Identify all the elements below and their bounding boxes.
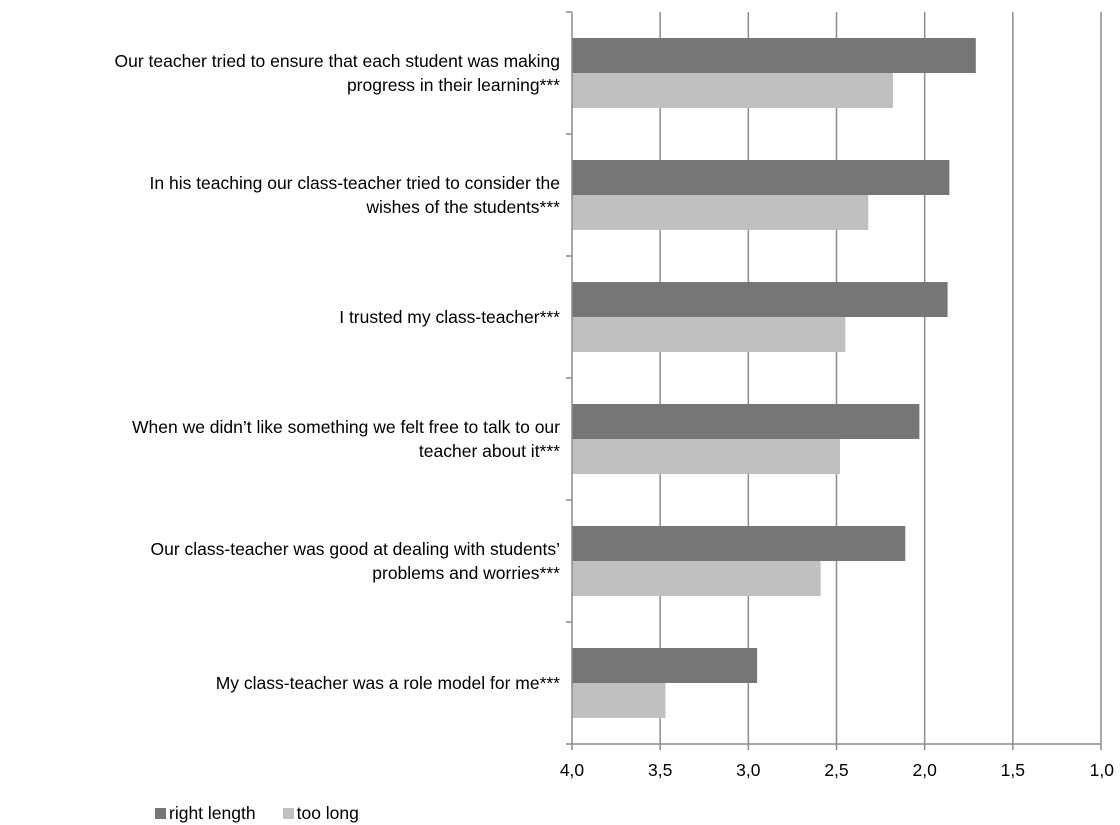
bar-too-long: [572, 317, 846, 352]
bars: [572, 38, 976, 718]
legend-label: right length: [169, 803, 256, 823]
category-label-line: Our teacher tried to ensure that each st…: [114, 51, 560, 71]
x-tick-label: 4,0: [560, 760, 585, 780]
legend: right length too long: [155, 803, 386, 824]
category-label: In his teaching our class-teacher tried …: [0, 171, 561, 219]
x-tick-label: 3,0: [736, 760, 761, 780]
x-tick-labels: 4,0 3,5 3,0 2,5 2,0 1,5 1,0: [560, 760, 1114, 780]
legend-item-right-length: right length: [155, 803, 256, 824]
bar-too-long: [572, 561, 821, 596]
category-label-line: teacher about it***: [418, 441, 560, 461]
category-label: My class-teacher was a role model for me…: [0, 671, 560, 695]
bar-right-length: [572, 160, 950, 195]
bar-right-length: [572, 282, 948, 317]
category-label: Our class-teacher was good at dealing wi…: [0, 537, 560, 585]
category-label-line: In his teaching our class-teacher tried …: [149, 173, 561, 193]
legend-swatch: [282, 808, 294, 819]
bar-too-long: [572, 73, 893, 108]
category-label-line: wishes of the students***: [366, 197, 560, 217]
legend-swatch: [155, 808, 166, 819]
x-tick-label: 2,5: [824, 760, 848, 780]
bar-right-length: [572, 648, 758, 683]
x-tick-label: 1,0: [1090, 760, 1115, 780]
legend-label: too long: [296, 803, 359, 823]
gridlines: [659, 12, 1102, 744]
bar-right-length: [572, 526, 906, 561]
bar-too-long: [572, 683, 666, 718]
category-label-line: problems and worries***: [372, 563, 560, 583]
category-label-line: When we didn’t like something we felt fr…: [132, 417, 560, 437]
bar-too-long: [572, 439, 841, 474]
category-label: I trusted my class-teacher***: [0, 305, 560, 329]
bar-right-length: [572, 38, 976, 73]
x-tick-label: 1,5: [1001, 760, 1025, 780]
category-label-line: Our class-teacher was good at dealing wi…: [150, 539, 560, 559]
axes: [566, 11, 1102, 750]
x-tick-label: 3,5: [648, 760, 672, 780]
category-label: Our teacher tried to ensure that each st…: [0, 49, 560, 97]
x-tick-label: 2,0: [913, 760, 938, 780]
legend-item-too-long: too long: [282, 803, 359, 824]
category-label-line: I trusted my class-teacher***: [339, 307, 560, 327]
bar-right-length: [572, 404, 920, 439]
category-label: When we didn’t like something we felt fr…: [0, 415, 560, 463]
bar-too-long: [572, 195, 869, 230]
category-label-line: My class-teacher was a role model for me…: [215, 673, 560, 693]
category-label-line: progress in their learning***: [346, 75, 560, 95]
bar-chart: 4,0 3,5 3,0 2,5 2,0 1,5 1,0: [560, 11, 1114, 780]
